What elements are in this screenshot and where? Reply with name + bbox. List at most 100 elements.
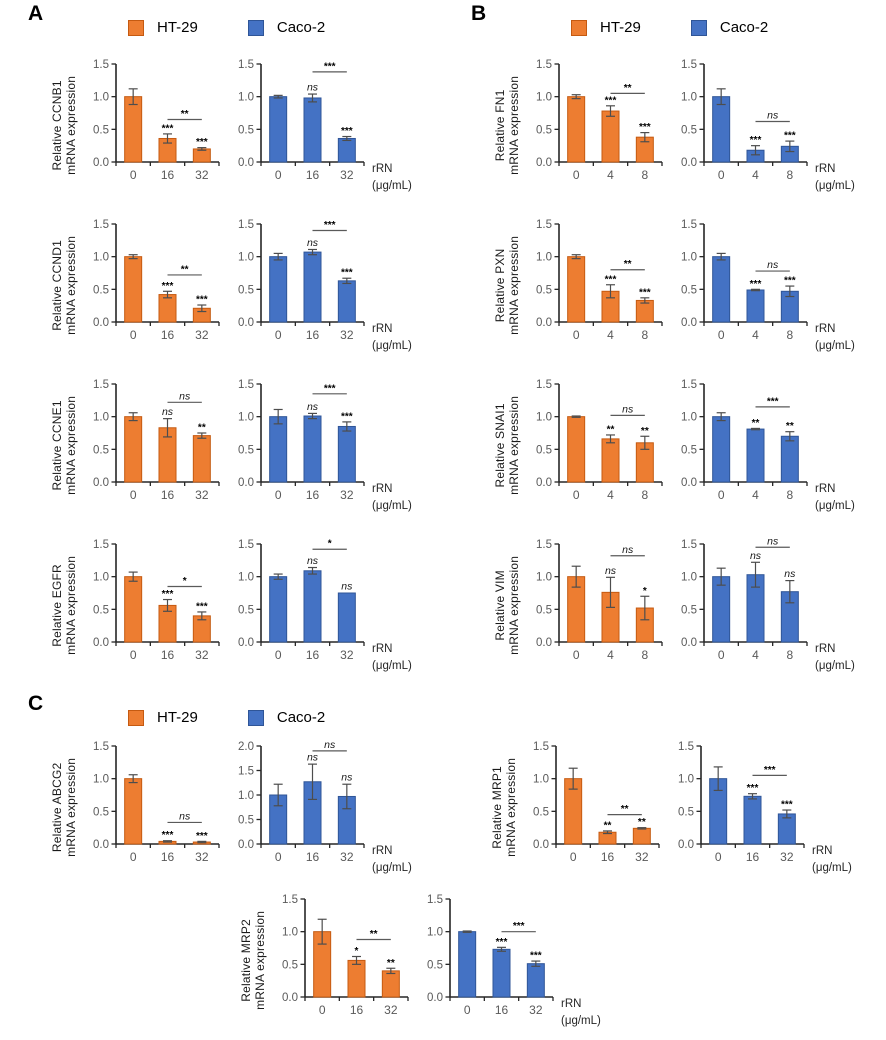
y-axis-title-text: Relative FN1 mRNA expression <box>494 75 523 174</box>
significance-label: *** <box>530 951 542 962</box>
bar-0 <box>567 256 586 323</box>
y-tick-label: 1.0 <box>238 412 254 424</box>
chart-row-CCND1: Relative CCND1 mRNA expression 0.0 0.5 1.0 1.… <box>0 210 443 370</box>
chart-row-CCNB1: Relative CCNB1 mRNA expression 0.0 0.5 1.0 1.… <box>0 50 443 210</box>
y-axis-title-text: Relative SNAI1 mRNA expression <box>494 395 523 494</box>
y-axis-title-line: mRNA expression <box>65 75 80 175</box>
legend: HT-29 Caco-2 <box>128 19 325 36</box>
y-axis-title-line: mRNA expression <box>505 757 520 857</box>
y-tick-label: 0.5 <box>238 124 254 136</box>
bar-16 <box>492 948 511 998</box>
x-axis-unit-line: rRN <box>372 483 393 495</box>
x-axis-unit-line: rRN <box>815 323 836 335</box>
y-tick-label: 1.5 <box>282 894 298 906</box>
legend-item-caco-2: Caco-2 <box>690 19 769 36</box>
legend-swatch-caco-2 <box>247 19 264 36</box>
y-axis-title-line: Relative CCNB1 <box>50 79 65 171</box>
x-category-label: 0 <box>718 328 725 342</box>
x-axis-unit-line: (μg/mL) <box>372 659 412 672</box>
y-axis-title-MRP2: Relative MRP2 mRNA expression <box>237 885 271 1035</box>
x-category-label: 32 <box>195 168 209 182</box>
y-axis-title-line: mRNA expression <box>65 555 80 655</box>
x-axis-unit-line: (μg/mL) <box>815 499 855 512</box>
x-axis-unit-line: rRN <box>812 845 833 857</box>
y-tick-label: 0.5 <box>681 604 697 616</box>
y-tick-label: 0.5 <box>536 124 552 136</box>
y-tick-label: 0.0 <box>93 157 109 169</box>
x-category-label: 32 <box>340 168 354 182</box>
x-category-label: 4 <box>752 168 759 182</box>
y-tick-label: 0.5 <box>93 604 109 616</box>
y-tick-label: 1.0 <box>238 790 254 802</box>
y-tick-label: 1.0 <box>681 412 697 424</box>
bar-32 <box>337 280 356 323</box>
bar-16 <box>303 97 322 163</box>
chart-row-PXN: Relative PXN mRNA expression 0.0 0.5 1.0 1.5 0… <box>443 210 886 370</box>
y-tick-label: 1.0 <box>536 412 552 424</box>
y-tick-label: 0.0 <box>681 637 697 649</box>
x-category-label: 4 <box>607 328 614 342</box>
x-axis-unit-line: rRN <box>815 643 836 655</box>
bar-16 <box>158 294 177 323</box>
significance-label: ** <box>752 418 760 429</box>
y-tick-label: 1.0 <box>681 572 697 584</box>
y-tick-label: 0.0 <box>536 317 552 329</box>
legend-label: Caco-2 <box>276 709 326 726</box>
bracket-significance-label: ns <box>622 403 634 415</box>
legend-label: Caco-2 <box>719 19 769 36</box>
y-axis-title-line: Relative SNAI1 <box>493 402 508 488</box>
bracket-significance-label: *** <box>324 61 336 72</box>
y-tick-label: 0.5 <box>282 959 298 971</box>
x-category-label: 32 <box>635 850 649 864</box>
chart-pair-MRP2: Relative MRP2 mRNA expression 0.0 0.5 1.0 1.5… <box>237 885 617 1035</box>
y-axis-title-CCND1: Relative CCND1 mRNA expression <box>48 210 82 360</box>
x-category-label: 0 <box>573 328 580 342</box>
chart-pair-MRP1: Relative MRP1 mRNA expression 0.0 0.5 1.0 1.5… <box>488 732 868 882</box>
y-tick-label: 1.5 <box>238 379 254 391</box>
x-axis-unit-line: (μg/mL) <box>372 861 412 874</box>
bar-0 <box>269 576 288 643</box>
significance-label: ** <box>387 958 395 969</box>
y-axis-title-text: Relative CCND1 mRNA expression <box>51 235 80 334</box>
y-axis-title-line: Relative FN1 <box>493 89 508 161</box>
y-axis-title-text: Relative PXN mRNA expression <box>494 235 523 334</box>
legend-label: HT-29 <box>600 19 641 36</box>
y-axis-title-line: mRNA expression <box>508 555 523 655</box>
y-axis-title-text: Relative CCNB1 mRNA expression <box>51 75 80 174</box>
bar-16 <box>743 795 762 845</box>
y-axis-title-SNAI1: Relative SNAI1 mRNA expression <box>491 370 525 520</box>
chart-row-FN1: Relative FN1 mRNA expression 0.0 0.5 1.0 1.5 0… <box>443 50 886 210</box>
x-category-label: 0 <box>718 168 725 182</box>
x-category-label: 8 <box>786 648 793 662</box>
x-category-label: 0 <box>275 168 282 182</box>
chart-pair-VIM: Relative VIM mRNA expression 0.0 0.5 1.0 1.5 0… <box>491 530 871 680</box>
y-tick-label: 0.0 <box>93 839 109 851</box>
x-axis-unit-line: (μg/mL) <box>815 179 855 192</box>
significance-label: ** <box>638 817 646 828</box>
significance-label: ns <box>605 565 617 577</box>
bar-chart-EGFR-Caco-2: 0.0 0.5 1.0 1.5 0 ns 16 ns 32 * <box>238 539 365 662</box>
x-category-label: 32 <box>340 488 354 502</box>
bar-4 <box>601 110 620 163</box>
y-tick-label: 1.5 <box>93 379 109 391</box>
y-tick-label: 0.0 <box>427 992 443 1004</box>
x-category-label: 0 <box>275 328 282 342</box>
y-tick-label: 1.5 <box>536 379 552 391</box>
y-tick-label: 0.5 <box>238 444 254 456</box>
bar-4 <box>746 428 765 483</box>
bar-0 <box>712 96 731 163</box>
legend-label: HT-29 <box>157 709 198 726</box>
y-axis-title-line: Relative VIM <box>493 569 508 641</box>
significance-label: ** <box>786 421 794 432</box>
x-axis-unit-line: rRN <box>372 845 393 857</box>
y-tick-label: 0.0 <box>681 317 697 329</box>
x-category-label: 16 <box>495 1003 509 1017</box>
x-category-label: 16 <box>306 488 320 502</box>
y-axis-title-line: Relative PXN <box>493 248 508 322</box>
x-axis-unit-line: (μg/mL) <box>372 499 412 512</box>
y-tick-label: 1.5 <box>427 894 443 906</box>
x-category-label: 8 <box>641 168 648 182</box>
significance-label: *** <box>341 411 353 422</box>
y-tick-label: 1.5 <box>536 219 552 231</box>
x-category-label: 0 <box>130 648 137 662</box>
